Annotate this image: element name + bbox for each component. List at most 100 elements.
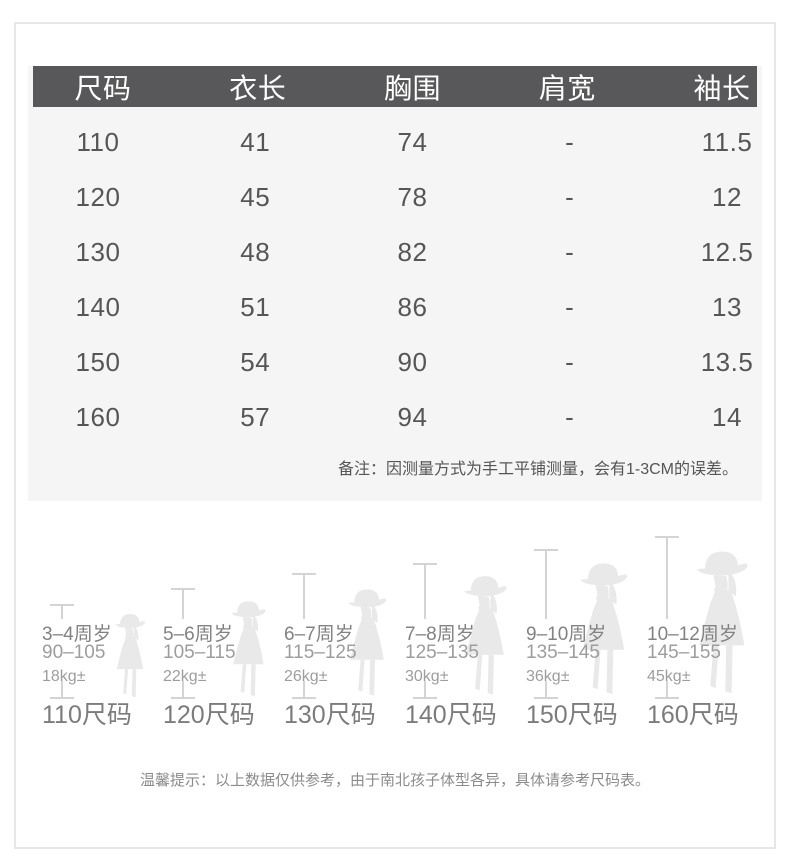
table-cell: 82: [397, 237, 428, 267]
size-chart-card: 尺码 衣长 胸围 肩宽 袖长 110 41 74 - 11.5 120 45 7…: [14, 22, 776, 849]
measure-line: [545, 681, 547, 697]
size-code-label: 120尺码: [163, 701, 255, 729]
weight-label: 45kg±: [647, 668, 691, 685]
measure-line-top-cap: [50, 604, 74, 606]
girl-silhouette-icon: [697, 551, 748, 694]
measure-line: [182, 681, 184, 697]
girl-silhouette-icon: [231, 601, 266, 697]
weight-label: 30kg±: [405, 668, 449, 685]
age-range-label: 3–4周岁: [42, 624, 112, 645]
height-range-label: 145–155: [647, 642, 721, 663]
column-header-length: 衣长: [229, 72, 287, 104]
girl-silhouette-icon: [580, 563, 628, 695]
measure-line: [666, 681, 668, 697]
height-range-label: 135–145: [526, 642, 600, 663]
girl-silhouette-icon: [464, 576, 507, 695]
age-size-block: 5–6周岁 105–115 22kg± 120尺码: [153, 525, 274, 733]
measure-line: [182, 590, 184, 619]
age-size-guide: 3–4周岁 90–105 18kg± 110尺码 5–6周岁 105–115 2…: [32, 525, 758, 733]
table-cell: 78: [397, 182, 428, 212]
table-cell: -: [565, 127, 575, 157]
table-cell: 13: [712, 292, 742, 322]
age-range-label: 9–10周岁: [526, 624, 607, 645]
age-size-block: 3–4周岁 90–105 18kg± 110尺码: [32, 525, 153, 733]
table-row: 120 45 78 - 12: [28, 170, 762, 225]
size-code-label: 110尺码: [42, 701, 132, 729]
age-size-block: 9–10周岁 135–145 36kg± 150尺码: [516, 525, 637, 733]
measure-line: [61, 681, 63, 697]
table-cell: -: [565, 237, 575, 267]
table-cell: 86: [397, 292, 428, 322]
table-cell: 160: [75, 402, 121, 432]
measure-line-bottom-cap: [413, 697, 437, 699]
measure-line: [424, 565, 426, 619]
table-cell: 57: [240, 402, 271, 432]
table-cell: 120: [75, 182, 121, 212]
weight-label: 18kg±: [42, 668, 86, 685]
measure-line-bottom-cap: [534, 697, 558, 699]
height-range-label: 125–135: [405, 642, 479, 663]
age-size-block: 7–8周岁 125–135 30kg± 140尺码: [395, 525, 516, 733]
column-header-sleeve: 袖长: [693, 72, 751, 104]
table-cell: 94: [397, 402, 428, 432]
measure-line: [666, 538, 668, 619]
table-row: 130 48 82 - 12.5: [28, 225, 762, 280]
measure-line-bottom-cap: [655, 697, 679, 699]
measure-line-top-cap: [413, 563, 437, 565]
table-row: 150 54 90 - 13.5: [28, 335, 762, 390]
table-header-row: 尺码 衣长 胸围 肩宽 袖长: [33, 66, 757, 107]
age-range-label: 10–12周岁: [647, 624, 738, 645]
measure-line-top-cap: [292, 573, 316, 575]
table-row: 160 57 94 - 14: [28, 390, 762, 445]
measure-line: [61, 606, 63, 619]
height-range-label: 115–125: [284, 642, 357, 663]
measurement-note: 备注：因测量方式为手工平铺测量，会有1-3CM的误差。: [337, 461, 738, 478]
height-range-label: 90–105: [42, 642, 106, 663]
table-cell: 74: [397, 127, 428, 157]
table-cell: 13.5: [700, 347, 754, 377]
age-range-label: 6–7周岁: [284, 624, 354, 645]
table-cell: 130: [75, 237, 121, 267]
weight-label: 36kg±: [526, 668, 570, 685]
table-cell: 150: [75, 347, 121, 377]
measure-line: [424, 681, 426, 697]
age-size-block: 10–12周岁 145–155 45kg± 160尺码: [637, 525, 758, 733]
size-code-label: 130尺码: [284, 701, 376, 729]
table-row: 110 41 74 - 11.5: [28, 115, 762, 170]
measure-line-bottom-cap: [171, 697, 195, 699]
column-header-chest: 胸围: [383, 72, 441, 104]
measure-line: [545, 551, 547, 619]
table-cell: 51: [240, 292, 271, 322]
table-cell: 45: [240, 182, 271, 212]
table-row: 140 51 86 - 13: [28, 280, 762, 335]
weight-label: 22kg±: [163, 668, 207, 685]
table-cell: 12.5: [700, 237, 754, 267]
table-cell: 90: [397, 347, 428, 377]
measure-line: [303, 681, 305, 697]
table-cell: 41: [240, 127, 271, 157]
girl-silhouette-icon: [348, 589, 387, 696]
table-cell: -: [565, 182, 575, 212]
table-cell: -: [565, 402, 575, 432]
measure-line-top-cap: [534, 549, 558, 551]
measure-line-top-cap: [655, 536, 679, 538]
size-code-label: 140尺码: [405, 701, 497, 729]
measure-line-bottom-cap: [292, 697, 316, 699]
age-size-block: 6–7周岁 115–125 26kg± 130尺码: [274, 525, 395, 733]
table-cell: 54: [240, 347, 271, 377]
weight-label: 26kg±: [284, 668, 328, 685]
measure-line-top-cap: [171, 588, 195, 590]
measure-line-bottom-cap: [50, 697, 74, 699]
column-header-size: 尺码: [74, 72, 132, 104]
friendly-reminder: 温馨提示：以上数据仅供参考，由于南北孩子体型各异，具体请参考尺码表。: [139, 772, 650, 789]
table-cell: 140: [75, 292, 121, 322]
table-cell: 12: [712, 182, 742, 212]
age-range-label: 5–6周岁: [163, 624, 233, 645]
girl-silhouette-icon: [115, 614, 146, 698]
table-cell: 11.5: [701, 127, 753, 157]
measurement-table-panel: 尺码 衣长 胸围 肩宽 袖长 110 41 74 - 11.5 120 45 7…: [28, 66, 762, 501]
table-cell: -: [565, 347, 575, 377]
column-header-shoulder: 肩宽: [538, 72, 596, 104]
table-cell: 48: [240, 237, 271, 267]
table-cell: 14: [712, 402, 742, 432]
